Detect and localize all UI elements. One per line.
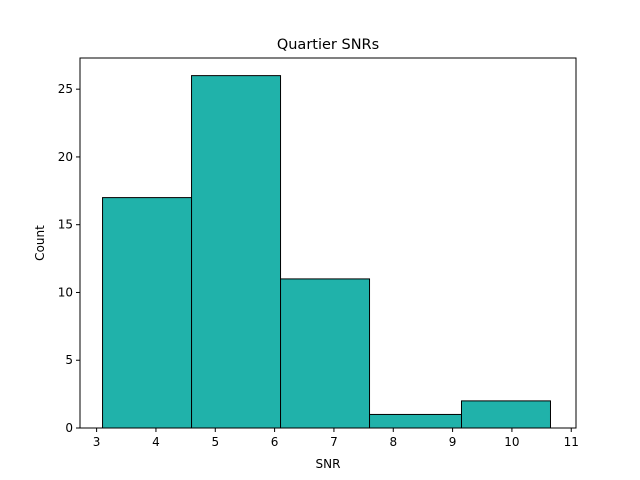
histogram-bar-2 xyxy=(191,75,282,429)
y-tick-label: 25 xyxy=(58,82,73,96)
histogram-bar-5 xyxy=(460,400,551,429)
x-tick-label: 8 xyxy=(389,435,397,449)
x-tick-label: 10 xyxy=(504,435,519,449)
x-tick-label: 5 xyxy=(211,435,219,449)
x-axis-label: SNR xyxy=(316,457,341,471)
y-axis-ticks: 0 5 10 15 20 25 xyxy=(58,82,80,435)
bars-group xyxy=(102,75,551,429)
x-tick-label: 9 xyxy=(449,435,457,449)
y-tick-label: 20 xyxy=(58,150,73,164)
y-tick-label: 15 xyxy=(58,218,73,232)
histogram-bar-1 xyxy=(102,197,193,429)
x-tick-label: 4 xyxy=(152,435,160,449)
x-tick-label: 3 xyxy=(93,435,101,449)
chart-title: Quartier SNRs xyxy=(277,37,379,53)
y-tick-label: 10 xyxy=(58,285,73,299)
plot-frame xyxy=(79,57,577,429)
y-tick-label: 5 xyxy=(65,353,73,367)
x-axis-ticks: 3 4 5 6 7 8 9 10 11 xyxy=(93,428,579,449)
x-tick-label: 6 xyxy=(271,435,279,449)
y-tick-label: 0 xyxy=(65,421,73,435)
y-axis-label: Count xyxy=(33,225,47,261)
x-tick-label: 11 xyxy=(564,435,579,449)
x-tick-label: 7 xyxy=(330,435,338,449)
histogram-bar-4 xyxy=(369,413,462,429)
histogram-bar-3 xyxy=(280,278,371,429)
